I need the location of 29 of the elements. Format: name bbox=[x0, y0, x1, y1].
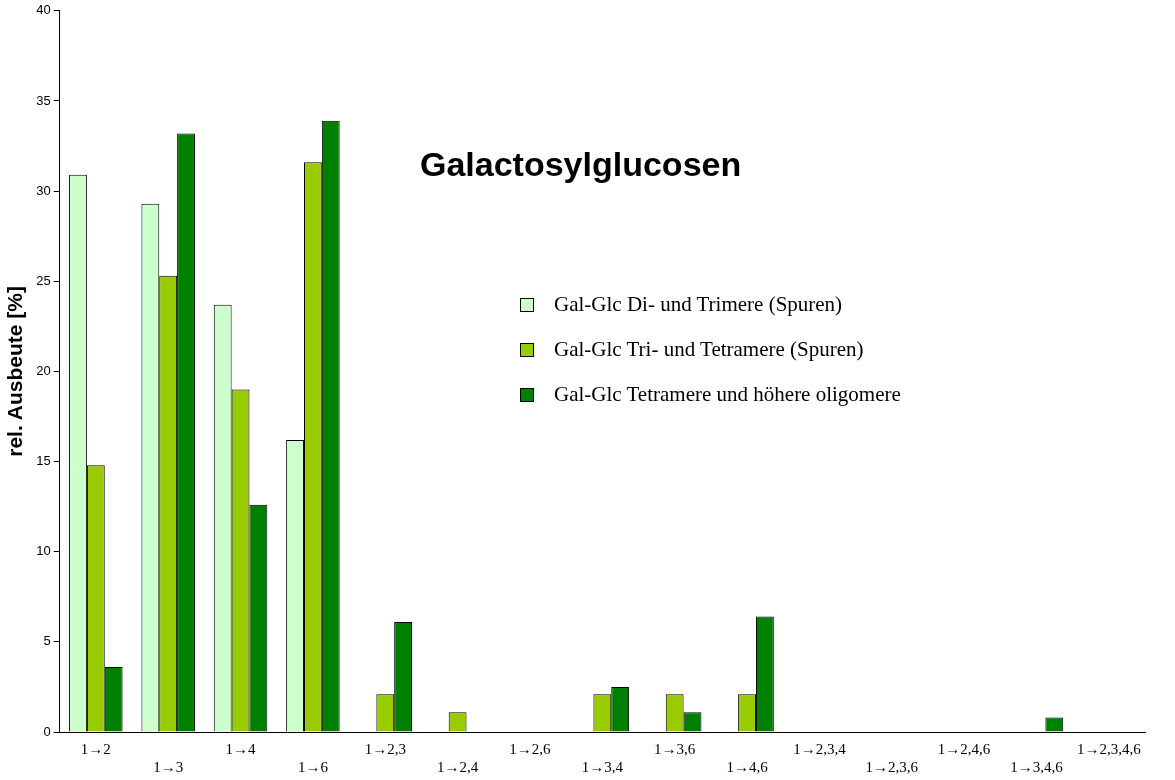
legend-label: Gal-Glc Di- und Trimere (Spuren) bbox=[553, 291, 844, 318]
x-tick-label: 1→2,3,6 bbox=[865, 758, 919, 775]
x-tick-label: 1→4,6 bbox=[726, 758, 769, 775]
y-tick-label: 5 bbox=[43, 633, 51, 649]
text: Galactosylglucosen bbox=[420, 145, 742, 184]
y-tick-label: 25 bbox=[36, 272, 51, 288]
x-tick-label: 1→4 bbox=[225, 740, 257, 757]
y-tick-label: 20 bbox=[36, 362, 51, 378]
x-tick-label: 1→2,6 bbox=[509, 740, 552, 757]
y-tick-label: 10 bbox=[36, 543, 51, 559]
x-tick-label: 1→2,3,4 bbox=[793, 740, 847, 757]
y-tick-label: 30 bbox=[36, 182, 51, 198]
x-tick-label: 1→2 bbox=[80, 740, 111, 757]
y-tick-label: 35 bbox=[36, 92, 51, 108]
x-tick-label: 1→3,6 bbox=[654, 740, 696, 757]
x-tick-label: 1→3 bbox=[153, 758, 184, 775]
y-tick-label: 40 bbox=[36, 2, 51, 18]
y-tick-label: 15 bbox=[36, 453, 51, 469]
y-axis-title: rel. Ausbeute [%] bbox=[3, 286, 27, 457]
x-tick-label: 1→2,3 bbox=[364, 740, 406, 757]
legend-label: Gal-Glc Tetramere und höhere oligomere bbox=[553, 381, 901, 408]
x-tick-label: 1→2,3,4,6 bbox=[1076, 740, 1142, 757]
x-tick-label: 1→3,4,6 bbox=[1010, 758, 1064, 775]
x-tick-label: 1→6 bbox=[297, 758, 329, 775]
x-tick-label: 1→3,4 bbox=[581, 758, 624, 775]
x-tick-label: 1→2,4 bbox=[436, 758, 479, 775]
y-tick-label: 0 bbox=[43, 723, 51, 739]
legend-label: Gal-Glc Tri- und Tetramere (Spuren) bbox=[553, 336, 865, 363]
x-tick-label: 1→2,4,6 bbox=[937, 740, 991, 757]
